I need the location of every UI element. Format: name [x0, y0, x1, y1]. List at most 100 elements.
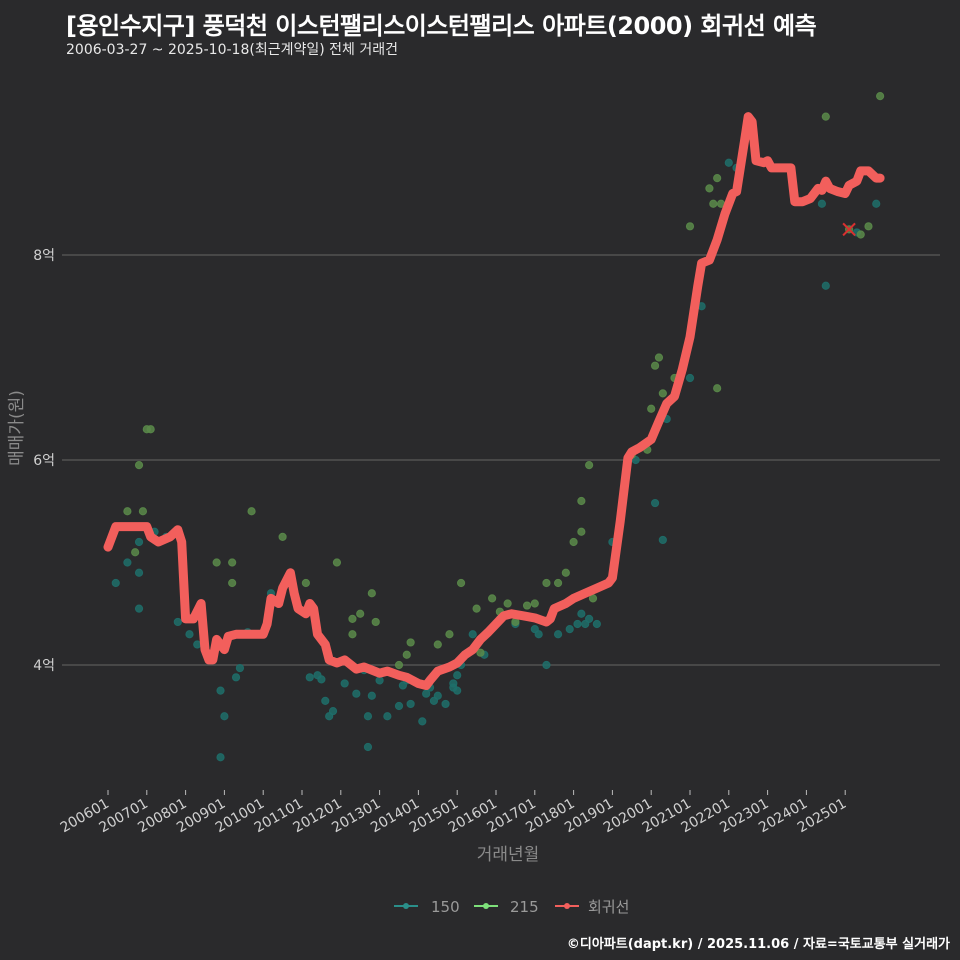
data-point: [185, 630, 194, 639]
data-point: [422, 689, 431, 698]
data-point: [685, 373, 695, 383]
data-point: [348, 630, 357, 639]
y-tick-label: 8억: [33, 248, 55, 264]
data-point: [352, 689, 361, 698]
data-point: [228, 578, 237, 588]
data-point: [449, 679, 458, 688]
data-point: [530, 599, 539, 608]
data-point: [685, 222, 695, 231]
data-point: [654, 353, 664, 362]
data-point: [321, 696, 330, 705]
legend: 150 215 회귀선: [394, 898, 629, 916]
data-point: [588, 594, 598, 603]
data-point: [577, 527, 586, 536]
data-point: [488, 594, 497, 603]
data-point: [375, 676, 384, 685]
data-point: [453, 671, 462, 680]
y-tick-label: 4억: [33, 658, 55, 674]
data-point: [340, 679, 349, 688]
data-point: [821, 281, 830, 290]
y-axis-title: 매매가(원): [7, 390, 27, 466]
data-point: [134, 604, 144, 613]
data-point: [363, 712, 373, 721]
regression-line: [103, 112, 885, 690]
data-point: [472, 604, 481, 613]
footer-credit: ©디아파트(dapt.kr) / 2025.11.06 / 자료=국토교통부 실…: [566, 937, 950, 952]
series-150-points: [111, 158, 881, 762]
data-point: [433, 640, 442, 649]
data-point: [456, 578, 466, 588]
data-point: [371, 617, 380, 627]
data-point: [821, 112, 830, 121]
legend-label-regression: 회귀선: [588, 898, 629, 916]
data-point: [542, 660, 551, 670]
series-215-points: [123, 92, 885, 670]
data-point: [569, 537, 578, 547]
prediction-marker-x-icon: [842, 222, 856, 237]
data-point: [123, 507, 132, 516]
data-point: [356, 609, 365, 618]
data-point: [658, 535, 667, 545]
data-point: [522, 601, 532, 610]
data-point: [709, 199, 718, 208]
data-point: [402, 650, 411, 659]
x-axis-ticks: 2006012007012008012009012010012011012012…: [58, 790, 849, 836]
data-point: [577, 609, 586, 618]
data-point: [111, 578, 120, 588]
data-point: [565, 625, 574, 634]
data-point: [705, 184, 714, 193]
data-point: [872, 199, 881, 208]
data-point: [173, 617, 182, 627]
data-point: [713, 384, 722, 393]
data-point: [647, 404, 656, 413]
data-point: [394, 660, 404, 670]
data-point: [503, 599, 512, 608]
y-axis-ticks: 4억 6억 8억: [33, 248, 55, 674]
data-point: [441, 699, 450, 709]
data-point: [864, 222, 873, 231]
data-point: [134, 461, 144, 470]
data-point: [216, 686, 225, 695]
data-point: [585, 461, 594, 470]
y-tick-label: 6억: [33, 453, 55, 469]
data-point: [418, 717, 427, 726]
data-point: [348, 614, 357, 623]
data-point: [658, 389, 667, 398]
data-point: [123, 558, 132, 567]
data-point: [134, 568, 144, 577]
chart-subtitle: 2006-03-27 ~ 2025-10-18(최근계약일) 전체 거래건: [66, 42, 398, 58]
data-point: [476, 648, 485, 657]
data-point: [235, 663, 245, 673]
data-point: [406, 638, 415, 647]
data-point: [453, 686, 462, 695]
data-point: [216, 753, 225, 762]
data-point: [231, 673, 241, 682]
data-point: [553, 578, 563, 588]
data-point: [433, 691, 442, 700]
data-point: [650, 361, 660, 370]
data-point: [856, 230, 865, 239]
data-point: [363, 742, 373, 752]
data-point: [876, 92, 885, 101]
data-point: [553, 630, 563, 639]
data-point: [573, 619, 582, 629]
data-point: [468, 630, 477, 639]
legend-item-215: 215: [474, 898, 539, 916]
data-point: [534, 630, 543, 639]
data-point: [724, 158, 733, 167]
data-point: [650, 498, 660, 508]
data-point: [193, 640, 202, 649]
data-point: [220, 712, 229, 721]
data-point: [278, 532, 287, 541]
data-point: [577, 496, 586, 506]
data-point: [394, 701, 404, 711]
data-point: [817, 199, 827, 208]
legend-label-150: 150: [431, 898, 460, 916]
data-point: [317, 675, 326, 684]
data-point: [301, 578, 310, 588]
data-point: [328, 707, 338, 716]
data-point: [713, 174, 722, 183]
data-point: [305, 673, 314, 682]
data-point: [134, 537, 144, 547]
